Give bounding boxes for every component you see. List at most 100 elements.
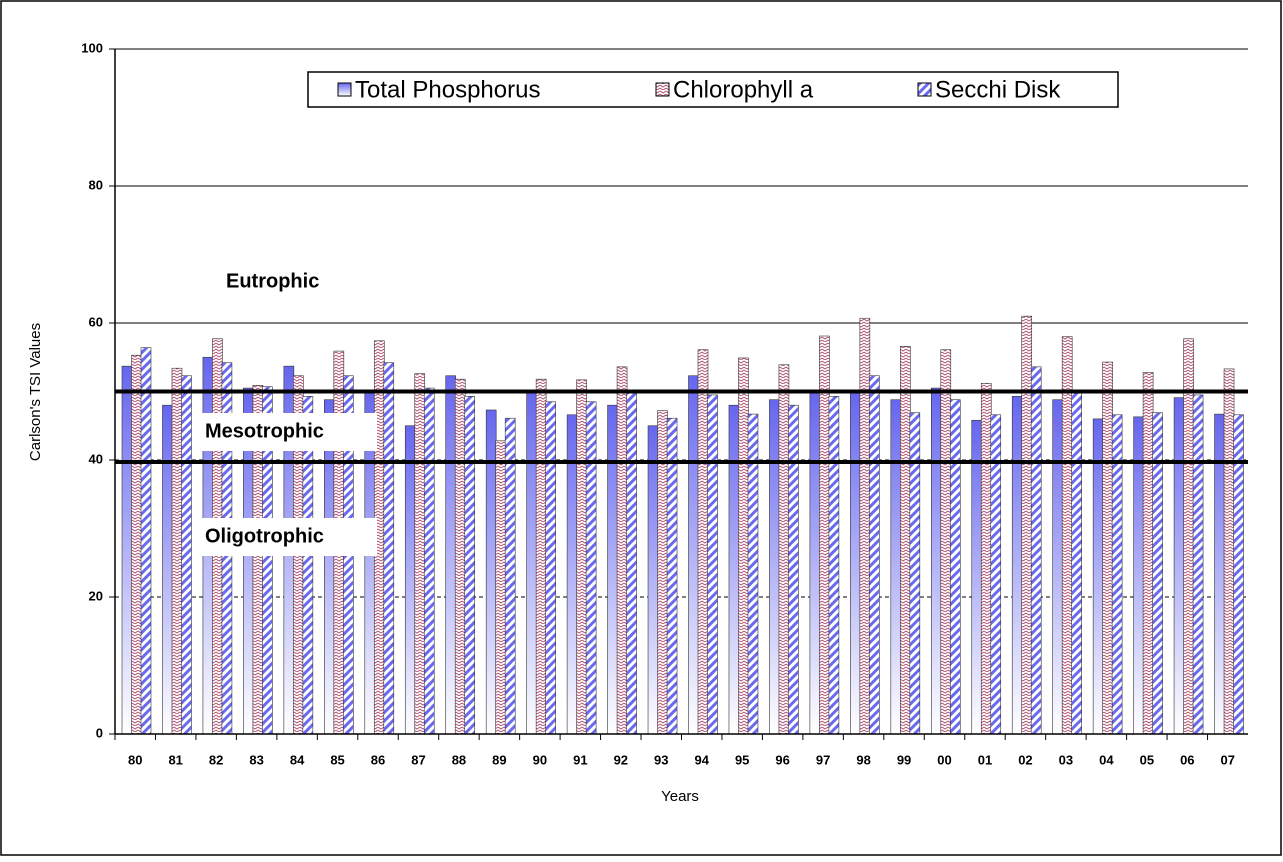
x-tick-label: 97 <box>816 752 830 767</box>
bar <box>647 425 659 735</box>
x-tick-label: 06 <box>1180 752 1194 767</box>
legend-label: Total Phosphorus <box>355 76 540 103</box>
y-tick-label: 80 <box>89 177 103 192</box>
legend-label: Chlorophyll a <box>673 76 814 103</box>
x-tick-label: 94 <box>694 752 709 767</box>
bar <box>535 378 547 735</box>
y-tick-label: 60 <box>89 314 103 329</box>
x-tick-label: 88 <box>452 752 466 767</box>
x-tick-label: 81 <box>168 752 182 767</box>
y-tick-label: 20 <box>89 588 103 603</box>
bar <box>697 349 709 735</box>
bar <box>576 379 587 735</box>
x-tick-label: 83 <box>249 752 263 767</box>
bar <box>949 399 961 735</box>
bar <box>1030 366 1042 735</box>
bar <box>809 392 821 735</box>
bar <box>728 404 740 735</box>
bar <box>404 425 416 735</box>
bar <box>900 345 911 735</box>
x-tick-label: 89 <box>492 752 506 767</box>
bar <box>423 387 435 735</box>
bar <box>850 392 861 735</box>
bar <box>607 404 618 735</box>
bar <box>980 382 992 735</box>
legend-box <box>307 71 1119 108</box>
bar <box>585 401 597 735</box>
x-tick-label: 99 <box>897 752 911 767</box>
bar <box>657 410 668 735</box>
x-tick-label: 87 <box>411 752 425 767</box>
bar <box>495 440 506 735</box>
bar <box>626 390 637 735</box>
x-tick-label: 90 <box>533 752 547 767</box>
bar <box>526 390 537 735</box>
bar <box>688 375 699 735</box>
bar <box>788 404 799 735</box>
y-tick-label: 0 <box>96 725 103 740</box>
bar <box>616 366 628 735</box>
bar <box>1011 395 1023 735</box>
y-tick-label: 40 <box>89 451 103 466</box>
bar <box>1173 397 1185 735</box>
annotation: Mesotrophic <box>205 420 324 442</box>
bar <box>738 357 749 735</box>
annotation: Oligotrophic <box>205 525 324 547</box>
bar <box>131 354 142 735</box>
bar <box>869 375 880 735</box>
y-tick-label: 100 <box>81 40 103 55</box>
x-tick-label: 80 <box>128 752 142 767</box>
bar <box>162 404 173 735</box>
bar <box>971 419 983 735</box>
bar <box>140 347 152 735</box>
bar <box>769 399 780 735</box>
bar <box>940 349 952 735</box>
x-tick-label: 91 <box>573 752 587 767</box>
bar <box>1021 315 1033 735</box>
bar <box>121 365 133 735</box>
bar <box>1133 416 1144 735</box>
bar <box>181 375 192 735</box>
bar <box>1071 392 1082 735</box>
bar <box>171 367 183 735</box>
x-tick-label: 95 <box>735 752 749 767</box>
bar <box>545 401 556 735</box>
bar <box>1102 361 1113 735</box>
bar <box>1092 418 1104 735</box>
x-tick-label: 84 <box>290 752 305 767</box>
x-tick-label: 00 <box>937 752 951 767</box>
bar <box>819 335 830 735</box>
x-axis-label: Years <box>661 788 699 805</box>
x-tick-label: 05 <box>1140 752 1154 767</box>
legend-swatch <box>655 82 670 97</box>
bar <box>1192 394 1204 735</box>
bar <box>890 399 902 735</box>
bar <box>930 387 942 735</box>
bar <box>859 317 871 735</box>
bar <box>778 364 790 735</box>
bar <box>383 362 395 735</box>
x-tick-label: 92 <box>614 752 628 767</box>
annotation-box <box>197 413 377 451</box>
bar <box>464 395 476 735</box>
x-tick-label: 04 <box>1099 752 1114 767</box>
y-axis-label: Carlson's TSI Values <box>27 323 44 461</box>
x-tick-label: 93 <box>654 752 668 767</box>
x-tick-label: 82 <box>209 752 223 767</box>
x-tick-label: 01 <box>978 752 992 767</box>
bar <box>445 375 457 735</box>
bar <box>454 378 466 735</box>
bar <box>666 417 678 735</box>
x-tick-label: 03 <box>1059 752 1073 767</box>
bar <box>707 394 718 735</box>
bar <box>504 417 516 735</box>
x-tick-label: 86 <box>371 752 385 767</box>
x-tick-label: 96 <box>775 752 789 767</box>
x-tick-label: 02 <box>1018 752 1032 767</box>
bar <box>1183 338 1194 735</box>
annotation: Eutrophic <box>226 270 319 292</box>
bar <box>1223 368 1235 735</box>
bar <box>1142 372 1154 735</box>
legend-swatch <box>337 82 352 97</box>
legend-label: Secchi Disk <box>935 76 1061 103</box>
